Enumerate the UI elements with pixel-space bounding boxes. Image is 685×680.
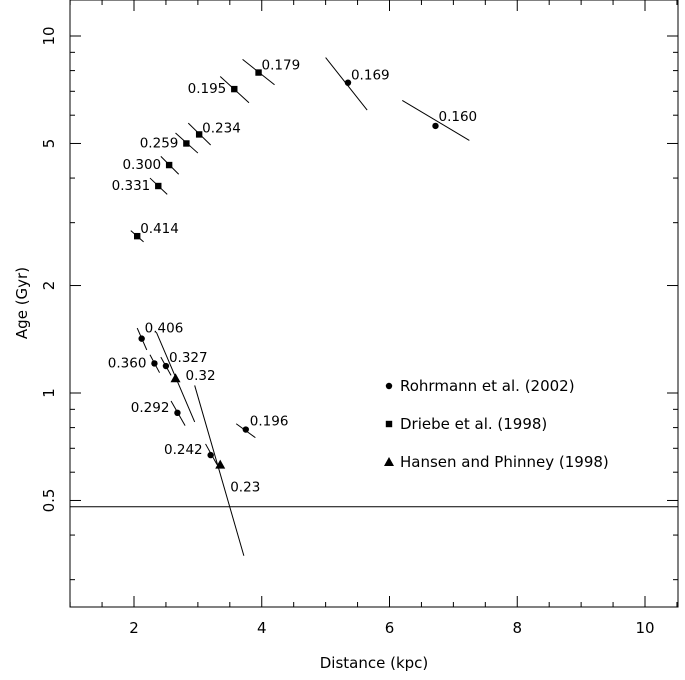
legend-entry: Rohrmann et al. (2002) (400, 377, 575, 395)
circle-marker (242, 426, 249, 433)
legend-entry: Driebe et al. (1998) (400, 415, 547, 433)
x-tick-label: 6 (385, 619, 395, 637)
square-marker (231, 85, 238, 93)
plot-frame (69, 0, 679, 608)
data-label: 0.32 (186, 368, 216, 384)
data-label: 0.292 (131, 400, 170, 416)
data-segments (130, 57, 470, 556)
data-label: 0.414 (140, 221, 179, 237)
data-label: 0.196 (250, 414, 289, 430)
circle-marker (138, 335, 145, 342)
data-labels: 0.406 0.360 0.327 0.292 0.242 0.196 0.169 0.160… (108, 58, 477, 496)
square-marker (155, 182, 162, 190)
circle-marker (174, 409, 181, 417)
circle-marker (162, 362, 170, 370)
square-marker (165, 161, 173, 169)
legend-triangle-marker (384, 457, 394, 466)
data-label: 0.179 (262, 58, 301, 74)
data-label: 0.234 (202, 120, 241, 136)
x-tick-label: 2 (129, 619, 139, 637)
circle-marker (432, 122, 439, 130)
y-axis-label: Age (Gyr) (13, 267, 31, 339)
data-markers (133, 69, 439, 469)
axis-tick-labels: 2 4 6 8 10 0.5 1 2 5 10 (40, 26, 655, 637)
square-marker (195, 131, 203, 138)
square-marker (183, 140, 190, 147)
data-label: 0.300 (122, 157, 161, 173)
data-label: 0.169 (351, 68, 390, 84)
error-segment (402, 99, 470, 141)
circle-marker (151, 360, 158, 367)
circle-marker (344, 79, 352, 86)
legend-square-marker (385, 420, 393, 428)
data-label: 0.160 (438, 109, 477, 125)
square-marker (255, 69, 262, 76)
legend: Rohrmann et al. (2002) Driebe et al. (199… (384, 377, 609, 471)
data-label: 0.331 (112, 178, 151, 194)
square-marker (133, 232, 141, 240)
legend-entry: Hansen and Phinney (1998) (400, 453, 609, 471)
data-label: 0.23 (230, 480, 260, 496)
legend-circle-marker (385, 382, 393, 390)
data-label: 0.360 (108, 355, 147, 371)
y-tick-label: 2 (40, 281, 58, 291)
y-tick-label: 0.5 (40, 489, 58, 513)
y-tick-label: 1 (40, 388, 58, 398)
x-tick-label: 4 (257, 619, 267, 637)
triangle-marker (170, 373, 181, 383)
data-label: 0.242 (164, 442, 203, 458)
triangle-marker (215, 459, 226, 469)
x-tick-label: 10 (635, 619, 654, 637)
x-tick-label: 8 (512, 619, 522, 637)
circle-marker (207, 451, 214, 459)
error-segment (194, 385, 245, 556)
y-tick-label: 5 (40, 139, 58, 149)
data-label: 0.195 (188, 81, 227, 97)
data-label: 0.406 (145, 321, 184, 337)
axis-ticks (69, 0, 678, 607)
y-tick-label: 10 (40, 26, 58, 45)
x-axis-label: Distance (kpc) (320, 654, 429, 672)
data-label: 0.259 (140, 135, 179, 151)
data-label: 0.327 (169, 350, 208, 366)
